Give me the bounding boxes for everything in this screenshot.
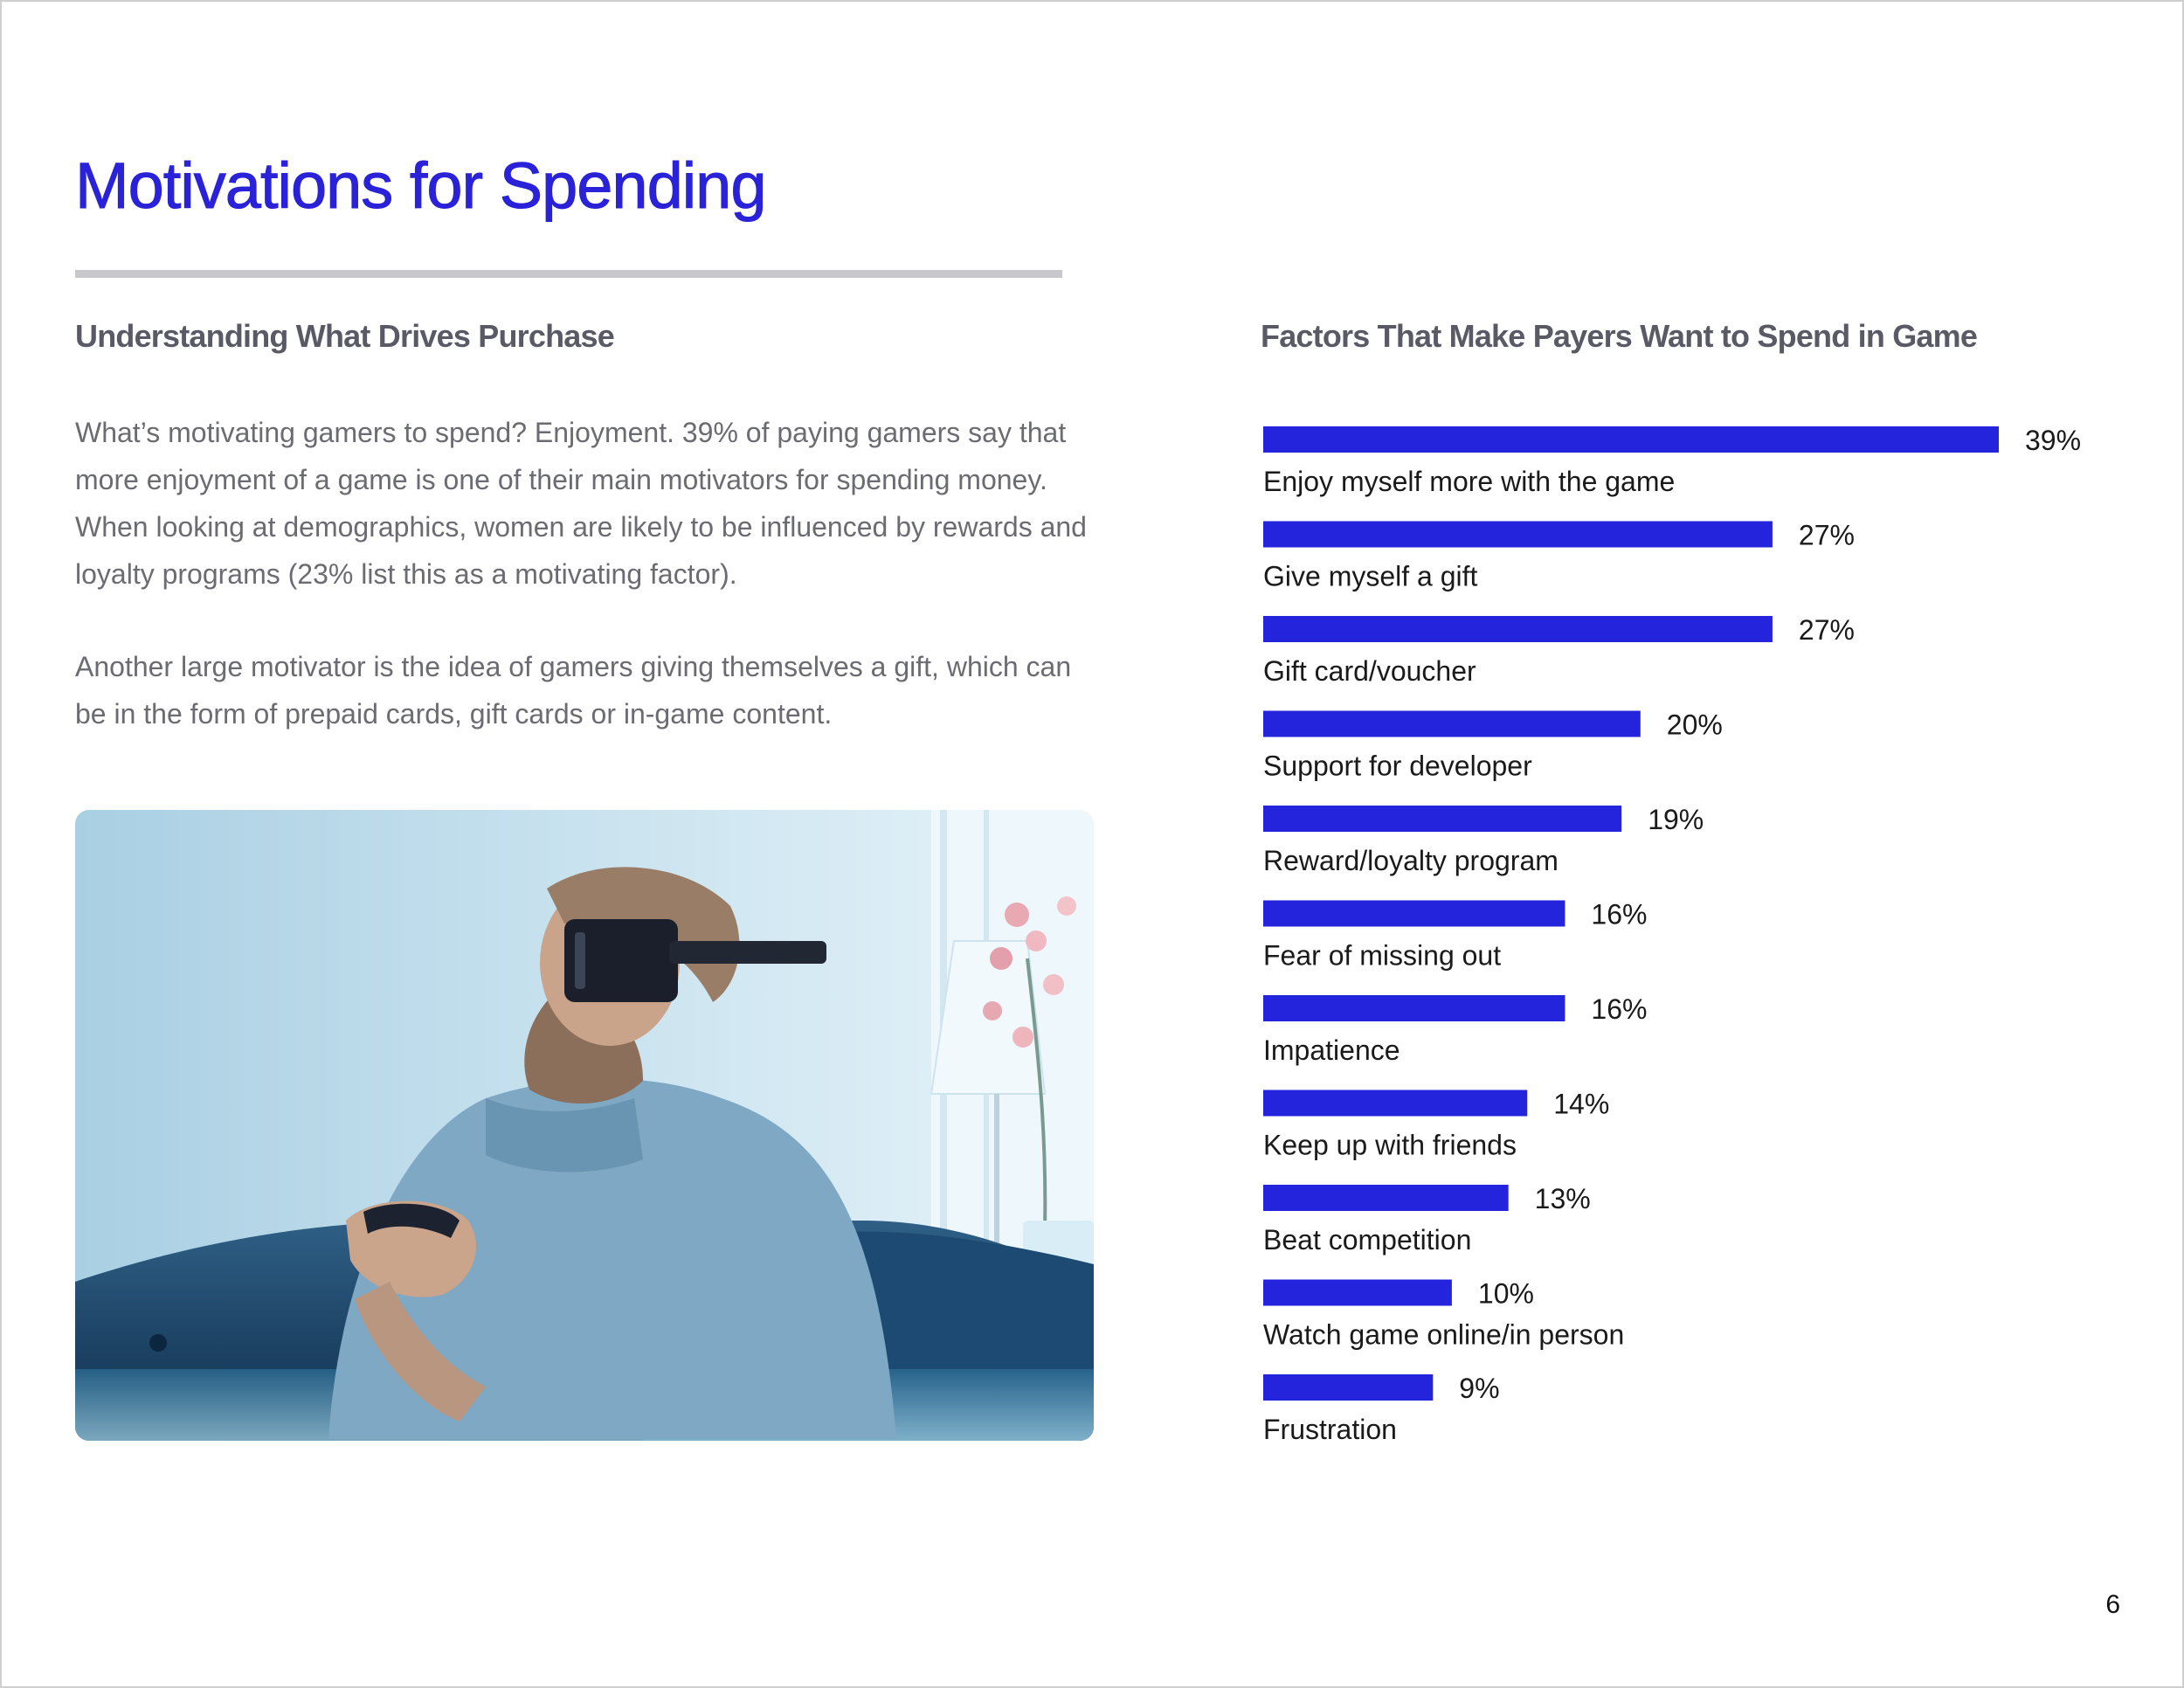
page-title: Motivations for Spending xyxy=(74,149,766,223)
value-label-2: 27% xyxy=(1799,614,1855,646)
spending-factors-bar-chart: 39% Enjoy myself more with the game 27% Giv… xyxy=(1263,425,2081,1445)
category-label-6: Impatience xyxy=(1263,1034,1400,1066)
value-label-0: 39% xyxy=(2025,425,2081,456)
value-label-9: 10% xyxy=(1478,1278,1534,1310)
vr-gamer-photo xyxy=(75,810,1094,1441)
value-label-10: 9% xyxy=(1459,1373,1499,1404)
bar-9 xyxy=(1263,1279,1452,1306)
value-label-5: 16% xyxy=(1591,899,1647,930)
bar-3 xyxy=(1263,710,1641,737)
value-label-8: 13% xyxy=(1535,1183,1591,1214)
category-label-10: Frustration xyxy=(1263,1414,1397,1445)
chart-title: Factors That Make Payers Want to Spend i… xyxy=(1261,318,1978,354)
category-label-4: Reward/loyalty program xyxy=(1263,845,1559,876)
bar-2 xyxy=(1263,616,1773,642)
category-label-7: Keep up with friends xyxy=(1263,1130,1517,1161)
category-label-1: Give myself a gift xyxy=(1263,561,1478,592)
value-label-1: 27% xyxy=(1799,520,1855,551)
category-label-2: Gift card/voucher xyxy=(1263,655,1476,687)
category-label-9: Watch game online/in person xyxy=(1263,1319,1624,1351)
value-label-6: 16% xyxy=(1591,993,1647,1025)
bar-8 xyxy=(1263,1185,1509,1211)
category-label-3: Support for developer xyxy=(1263,751,1532,782)
page-number: 6 xyxy=(2105,1590,2120,1619)
bar-6 xyxy=(1263,995,1565,1021)
value-label-7: 14% xyxy=(1553,1089,1609,1120)
category-label-5: Fear of missing out xyxy=(1263,940,1501,972)
bar-7 xyxy=(1263,1090,1528,1117)
category-label-0: Enjoy myself more with the game xyxy=(1263,466,1675,497)
bar-10 xyxy=(1263,1374,1434,1401)
section-subheading: Understanding What Drives Purchase xyxy=(75,318,615,354)
intro-paragraph: What’s motivating gamers to spend? Enjoy… xyxy=(75,417,1087,590)
value-label-4: 19% xyxy=(1648,804,1704,835)
gift-paragraph: Another large motivator is the idea of g… xyxy=(75,651,1072,730)
category-label-8: Beat competition xyxy=(1263,1224,1471,1256)
title-divider xyxy=(75,270,1062,278)
bar-0 xyxy=(1263,426,1999,453)
bar-5 xyxy=(1263,900,1565,927)
bar-1 xyxy=(1263,521,1773,548)
value-label-3: 20% xyxy=(1667,709,1723,741)
bar-4 xyxy=(1263,806,1622,832)
